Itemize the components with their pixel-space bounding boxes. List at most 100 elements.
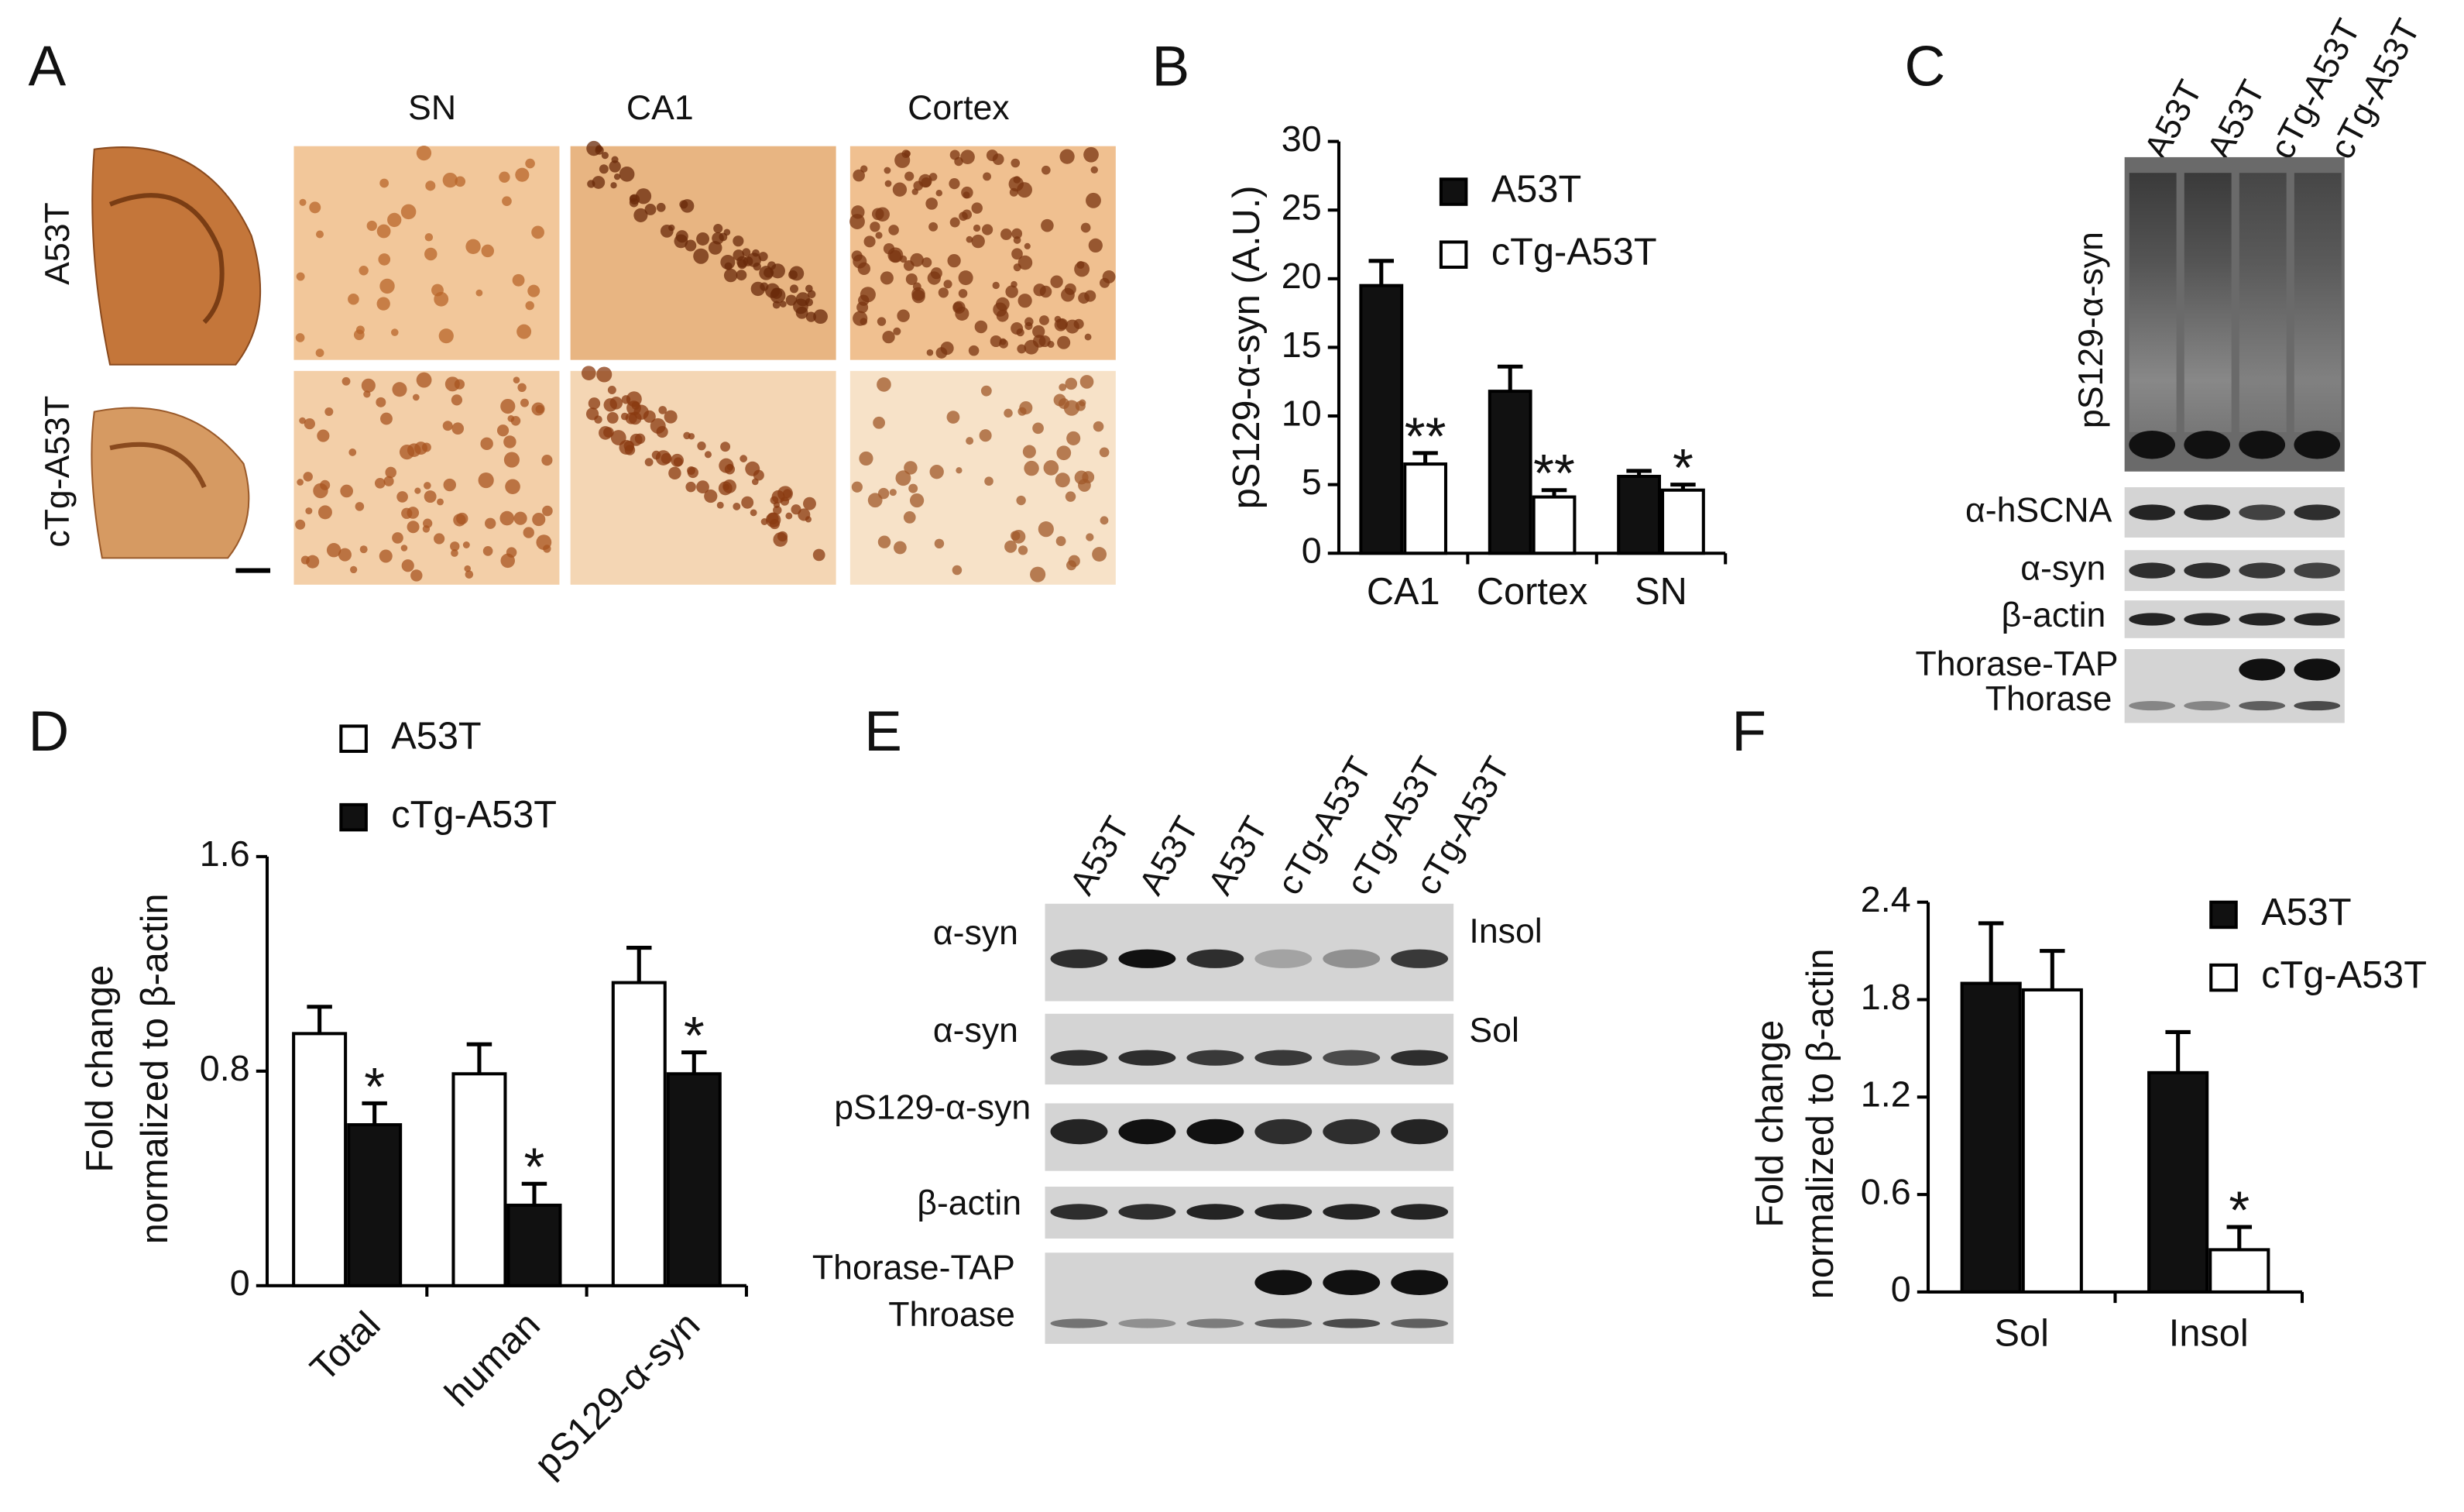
cell	[383, 476, 394, 486]
cell	[643, 410, 656, 423]
blot-band	[2294, 658, 2341, 681]
cell	[437, 498, 444, 506]
cell	[1013, 236, 1021, 244]
bar	[1661, 488, 1705, 555]
cell	[454, 379, 465, 390]
cell	[634, 433, 646, 445]
cell	[913, 180, 924, 191]
cell	[940, 342, 954, 356]
y-tick-label: 0	[1891, 1269, 1911, 1309]
column-label: Cortex	[908, 89, 1009, 127]
cell	[361, 378, 376, 393]
blot-band	[1118, 1119, 1176, 1145]
cell	[1011, 248, 1023, 260]
significance-label: **	[1405, 407, 1446, 466]
cell	[631, 401, 640, 410]
legend-swatch	[1439, 177, 1468, 206]
cell	[502, 196, 512, 207]
cell	[512, 273, 525, 287]
y-tick-label: 0.8	[200, 1048, 250, 1088]
cell	[401, 507, 413, 519]
cell	[500, 398, 516, 414]
cell	[421, 442, 431, 452]
cell	[1011, 280, 1018, 288]
blot-band	[1050, 1050, 1108, 1066]
cell	[880, 271, 894, 285]
y-tick-label: 0	[1302, 531, 1322, 571]
cell	[726, 463, 733, 470]
bar	[1960, 981, 2022, 1294]
cell	[513, 511, 527, 525]
legend-label: cTg-A53T	[1491, 232, 1657, 273]
cell	[1004, 540, 1018, 553]
cell	[304, 418, 315, 430]
y-tick-label: 1.2	[1861, 1074, 1911, 1115]
cell	[303, 472, 313, 482]
cell	[982, 224, 993, 235]
cell	[299, 417, 306, 424]
cell	[1073, 318, 1084, 329]
cell	[465, 570, 474, 579]
cell	[475, 289, 483, 297]
cell	[379, 178, 390, 188]
blot-band	[1391, 1204, 1449, 1220]
cell	[609, 160, 621, 173]
cell	[633, 208, 648, 222]
error-bar	[681, 1050, 707, 1074]
blot-smear	[2184, 173, 2232, 433]
blot-band	[1323, 1119, 1381, 1145]
cell	[934, 538, 945, 549]
cell	[451, 422, 465, 435]
cell	[414, 487, 421, 494]
cell	[424, 482, 431, 490]
y-axis-label: normalized to β-actin	[1800, 948, 1841, 1299]
blot-band	[1254, 1050, 1313, 1066]
cell	[871, 208, 884, 221]
cell	[971, 234, 985, 249]
cell	[1068, 555, 1080, 567]
panel-letter: D	[29, 700, 70, 763]
blot-band	[1186, 1318, 1244, 1328]
cell	[925, 198, 938, 210]
cell	[741, 496, 754, 509]
y-tick-label: 10	[1282, 393, 1322, 433]
cell	[921, 257, 932, 268]
blot-band	[2239, 562, 2286, 579]
significance-label: *	[1673, 438, 1694, 498]
cell	[317, 429, 330, 442]
cell	[1018, 545, 1028, 555]
cell	[980, 385, 992, 397]
cell	[424, 233, 434, 242]
cell	[366, 220, 377, 232]
cell	[349, 565, 358, 574]
cell	[1075, 400, 1086, 411]
y-axis-label: pS129-α-syn (A.U.)	[1226, 186, 1268, 510]
blot-label: α-syn	[933, 914, 1018, 952]
cell	[1093, 421, 1104, 432]
cell	[805, 516, 812, 523]
cell	[899, 255, 908, 263]
x-tick-label: Insol	[2169, 1313, 2249, 1355]
blot-band	[2184, 430, 2231, 459]
bar	[1359, 284, 1404, 555]
blot-band	[1323, 1050, 1381, 1066]
cell	[851, 250, 863, 262]
cell	[773, 532, 788, 547]
error-bar	[1412, 451, 1438, 465]
cell	[1024, 339, 1039, 355]
cell	[595, 145, 603, 153]
cell	[795, 292, 810, 307]
cell	[1061, 287, 1075, 302]
cell	[1079, 375, 1094, 389]
cell	[704, 489, 718, 503]
error-bar	[307, 1005, 332, 1034]
column-label: CA1	[626, 89, 694, 127]
cell	[952, 302, 963, 312]
bar	[666, 1072, 722, 1287]
cell	[407, 521, 420, 534]
x-tick-label: Sol	[1995, 1313, 2049, 1355]
cell	[889, 249, 902, 263]
blot-band	[1186, 1204, 1244, 1220]
blot-band	[2294, 613, 2341, 626]
cell	[1086, 533, 1094, 541]
